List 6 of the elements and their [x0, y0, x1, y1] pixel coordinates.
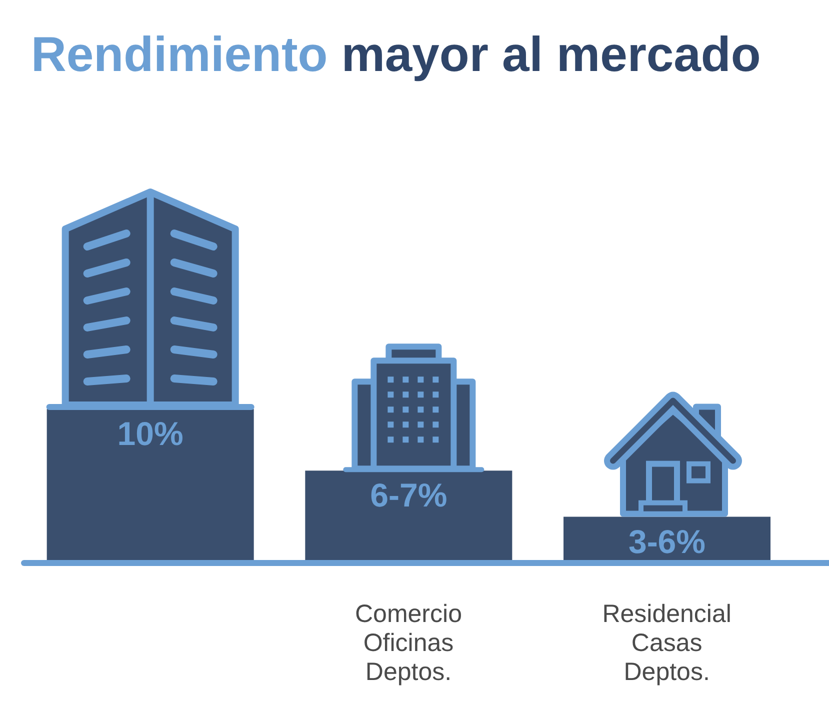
x-tick-label: Residencial Casas Deptos. — [602, 600, 732, 686]
data-label: 6-7% — [370, 476, 448, 514]
data-label: 3-6% — [628, 522, 706, 560]
x-tick-label: Comercio Oficinas Deptos. — [355, 600, 462, 686]
data-label: 10% — [117, 415, 184, 452]
chart-title: Rendimiento mayor al mercado — [31, 28, 761, 82]
